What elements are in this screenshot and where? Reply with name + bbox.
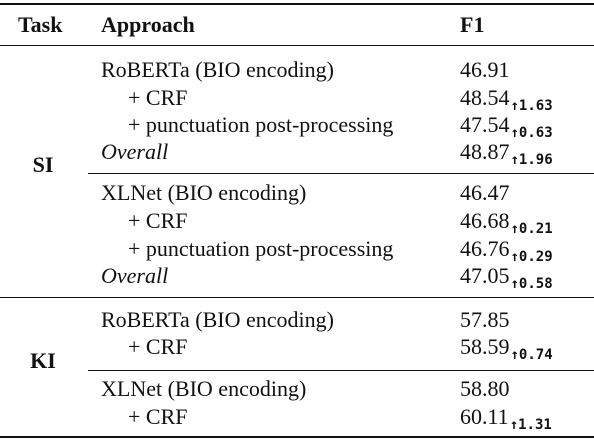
header-approach: Approach — [101, 12, 195, 37]
approach-cell: + CRF — [128, 334, 188, 359]
f1-cell: 48.87↑1.96 — [460, 139, 553, 168]
header-rule — [0, 45, 594, 46]
f1-cell: 46.47 — [460, 180, 511, 209]
approach-cell: + CRF — [128, 208, 188, 233]
f1-delta: ↑0.29 — [510, 249, 553, 265]
block-rule — [88, 370, 594, 371]
top-rule — [0, 3, 594, 5]
f1-delta: ↑1.31 — [509, 417, 552, 433]
header-f1: F1 — [460, 12, 485, 37]
approach-cell: + CRF — [128, 85, 188, 110]
f1-cell: 60.11↑1.31 — [460, 404, 552, 433]
f1-value: 48.54 — [460, 85, 510, 110]
f1-cell: 47.05↑0.58 — [460, 263, 553, 292]
f1-value: 46.76 — [460, 236, 510, 261]
f1-cell: 58.59↑0.74 — [460, 334, 553, 363]
block-rule — [88, 173, 594, 174]
task-label-ki: KI — [30, 348, 56, 373]
f1-value: 60.11 — [460, 404, 509, 429]
group-rule — [0, 297, 594, 298]
f1-delta: ↑0.74 — [510, 347, 553, 363]
f1-value: 58.59 — [460, 334, 510, 359]
f1-delta: ↑0.58 — [510, 276, 553, 292]
f1-value: 58.80 — [460, 376, 510, 401]
f1-value: 48.87 — [460, 139, 510, 164]
approach-cell: RoBERTa (BIO encoding) — [101, 57, 334, 82]
f1-cell: 46.68↑0.21 — [460, 208, 553, 237]
f1-cell: 46.76↑0.29 — [460, 236, 553, 265]
f1-value: 46.68 — [460, 208, 510, 233]
f1-value: 47.54 — [460, 112, 510, 137]
f1-value: 47.05 — [460, 263, 510, 288]
f1-value: 57.85 — [460, 307, 510, 332]
approach-cell: RoBERTa (BIO encoding) — [101, 307, 334, 332]
f1-delta: ↑1.63 — [510, 98, 553, 114]
f1-cell: 58.80 — [460, 376, 511, 405]
f1-cell: 48.54↑1.63 — [460, 85, 553, 114]
approach-cell: + punctuation post-processing — [128, 112, 394, 137]
f1-cell: 46.91 — [460, 57, 511, 86]
f1-delta: ↑1.96 — [510, 152, 553, 168]
f1-delta: ↑0.63 — [510, 125, 553, 141]
f1-delta: ↑0.21 — [510, 221, 553, 237]
f1-value: 46.47 — [460, 180, 510, 205]
approach-cell: Overall — [101, 263, 169, 288]
task-label-si: SI — [32, 152, 54, 177]
f1-value: 46.91 — [460, 57, 510, 82]
approach-cell: XLNet (BIO encoding) — [101, 376, 307, 401]
approach-cell: + CRF — [128, 404, 188, 429]
approach-cell: + punctuation post-processing — [128, 236, 394, 261]
approach-cell: XLNet (BIO encoding) — [101, 180, 307, 205]
header-task: Task — [18, 12, 63, 37]
f1-cell: 57.85 — [460, 307, 511, 336]
approach-cell: Overall — [101, 139, 169, 164]
f1-cell: 47.54↑0.63 — [460, 112, 553, 141]
bottom-rule — [0, 436, 594, 438]
